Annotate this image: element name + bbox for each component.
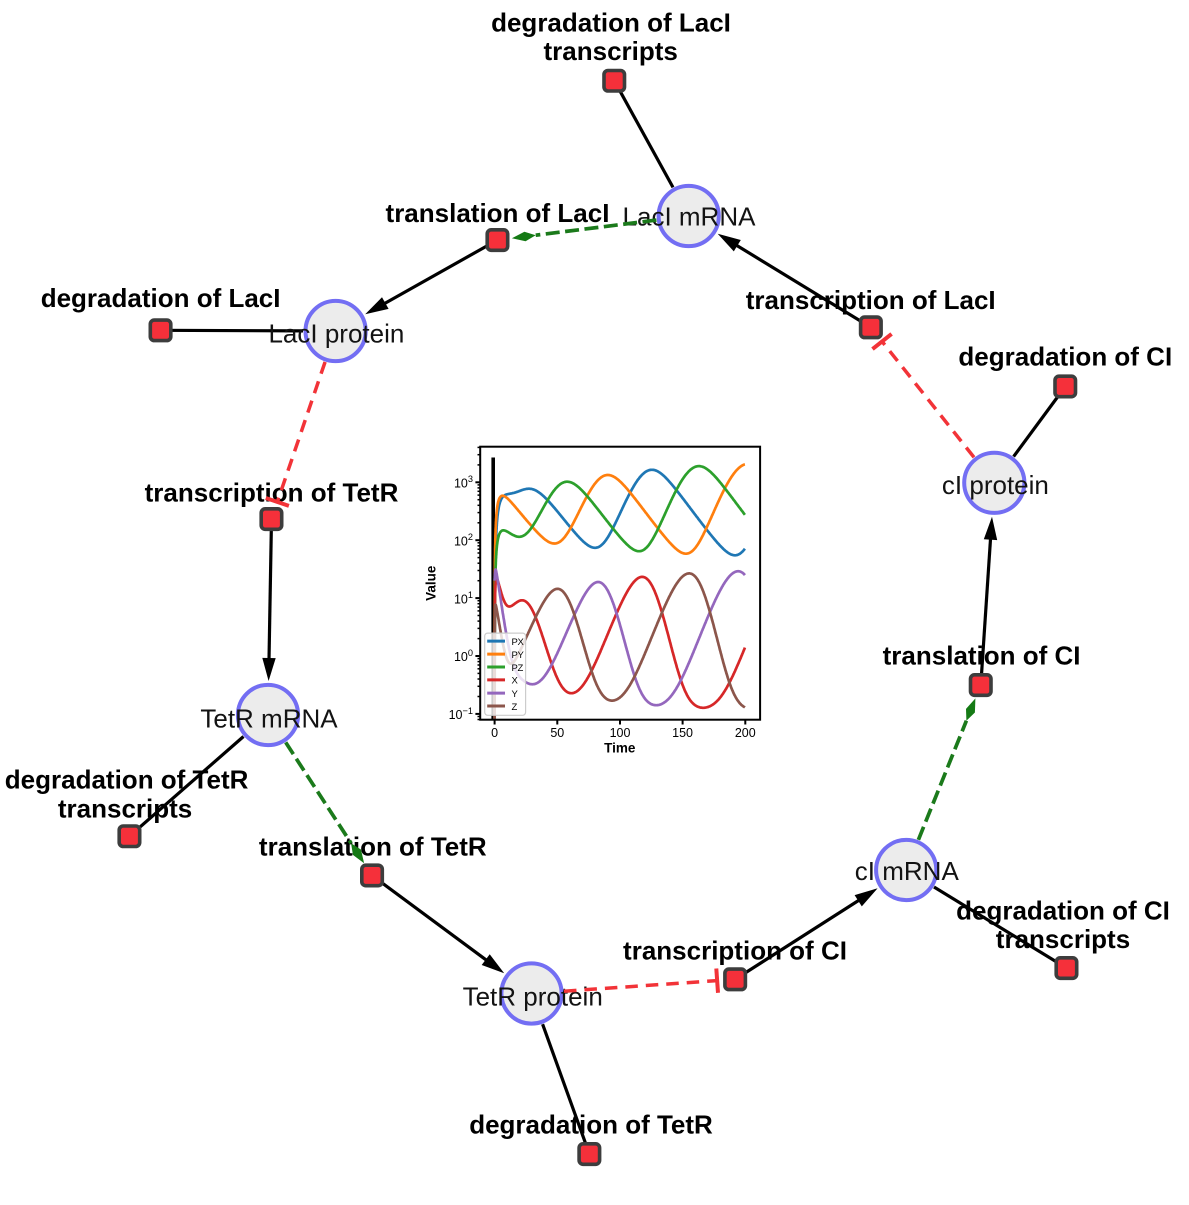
svg-text:200: 200 xyxy=(735,726,756,740)
svg-text:translation of CI: translation of CI xyxy=(883,641,1081,671)
svg-text:translation of LacI: translation of LacI xyxy=(386,198,610,228)
svg-text:degradation of CI: degradation of CI xyxy=(956,895,1170,925)
svg-text:150: 150 xyxy=(672,726,693,740)
svg-text:transcripts: transcripts xyxy=(58,793,192,823)
svg-text:degradation of LacI: degradation of LacI xyxy=(491,8,731,38)
svg-text:100: 100 xyxy=(610,726,631,740)
svg-text:Y: Y xyxy=(512,689,519,700)
svg-text:50: 50 xyxy=(550,726,564,740)
svg-text:transcription of LacI: transcription of LacI xyxy=(746,285,996,315)
svg-text:PZ: PZ xyxy=(512,663,524,674)
svg-text:transcripts: transcripts xyxy=(996,924,1130,954)
svg-text:cI protein: cI protein xyxy=(942,470,1049,500)
svg-text:degradation of TetR: degradation of TetR xyxy=(5,765,249,795)
svg-text:LacI protein: LacI protein xyxy=(268,318,404,348)
svg-text:PY: PY xyxy=(512,650,525,661)
svg-text:transcription of TetR: transcription of TetR xyxy=(145,478,399,508)
svg-text:Z: Z xyxy=(512,702,518,713)
svg-text:0: 0 xyxy=(491,726,498,740)
svg-text:transcripts: transcripts xyxy=(544,36,678,66)
svg-text:PX: PX xyxy=(512,637,525,648)
svg-text:degradation of LacI: degradation of LacI xyxy=(41,283,281,313)
svg-text:TetR protein: TetR protein xyxy=(463,982,603,1012)
svg-text:Value: Value xyxy=(424,565,439,601)
svg-text:translation of TetR: translation of TetR xyxy=(259,832,487,862)
svg-text:TetR mRNA: TetR mRNA xyxy=(200,703,338,733)
svg-text:transcription of CI: transcription of CI xyxy=(623,935,847,965)
svg-text:cI mRNA: cI mRNA xyxy=(855,856,960,886)
svg-text:degradation of TetR: degradation of TetR xyxy=(469,1109,713,1139)
svg-text:X: X xyxy=(512,676,519,687)
svg-text:LacI mRNA: LacI mRNA xyxy=(623,201,757,231)
svg-text:Time: Time xyxy=(604,741,636,756)
svg-text:degradation of CI: degradation of CI xyxy=(958,342,1172,372)
